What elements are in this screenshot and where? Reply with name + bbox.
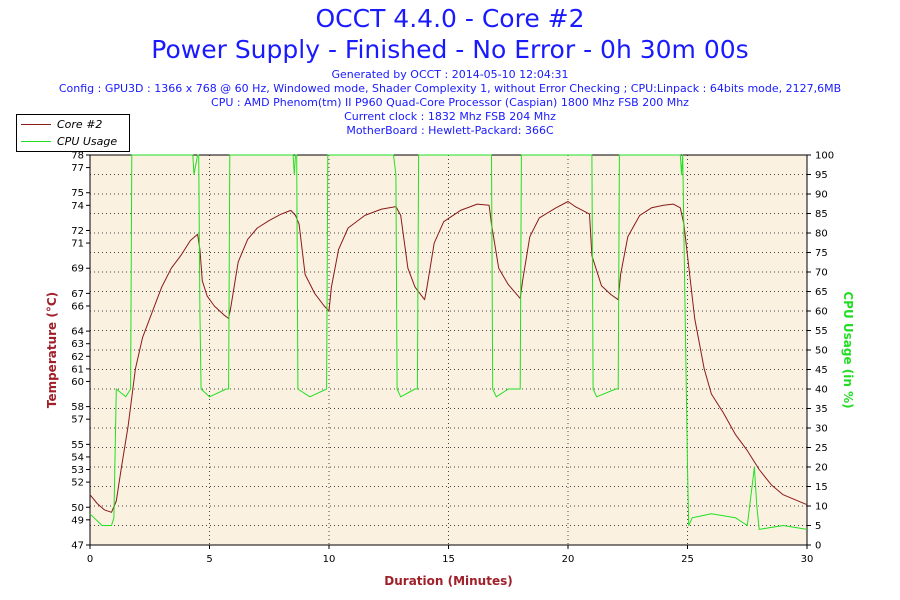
y-left-tick-label: 71: [71, 239, 84, 250]
y-right-tick-label: 35: [815, 404, 828, 415]
y-left-tick-label: 47: [71, 541, 84, 552]
y-right-tick-label: 15: [815, 482, 828, 493]
x-tick-label: 20: [562, 554, 575, 565]
x-tick-label: 25: [681, 554, 694, 565]
y-right-tick-label: 25: [815, 443, 828, 454]
y-right-axis-label: CPU Usage (in %): [841, 291, 855, 408]
y-left-tick-label: 72: [71, 226, 84, 237]
plot-area: [90, 155, 807, 545]
y-left-tick-label: 69: [71, 264, 84, 275]
y-right-tick-label: 90: [815, 190, 828, 201]
y-left-tick-label: 66: [71, 301, 84, 312]
info-generated: Generated by OCCT : 2014-05-10 12:04:31: [331, 68, 569, 81]
legend: Core #2 CPU Usage: [16, 114, 130, 152]
y-right-tick-label: 5: [815, 521, 821, 532]
y-right-tick-label: 85: [815, 209, 828, 220]
y-left-tick-label: 67: [71, 289, 84, 300]
y-left-tick-label: 54: [71, 452, 84, 463]
y-left-tick-label: 63: [71, 339, 84, 350]
y-right-tick-label: 100: [815, 151, 834, 162]
y-right-tick-label: 45: [815, 365, 828, 376]
x-tick-label: 15: [442, 554, 455, 565]
y-right-tick-label: 30: [815, 424, 828, 435]
y-right-tick-label: 75: [815, 248, 828, 259]
legend-label-core: Core #2: [57, 117, 103, 131]
legend-swatch-core: [21, 123, 51, 125]
series-line-core: [89, 201, 808, 513]
y-right-tick-label: 65: [815, 287, 828, 298]
legend-item-cpu: CPU Usage: [17, 133, 117, 149]
y-left-tick-label: 49: [71, 515, 84, 526]
y-right-tick-label: 55: [815, 326, 828, 337]
y-right-tick-label: 95: [815, 170, 828, 181]
y-left-tick-label: 53: [71, 465, 84, 476]
x-tick-label: 0: [87, 554, 93, 565]
x-tick-label: 5: [206, 554, 212, 565]
y-left-axis-label: Temperature (°C): [45, 292, 59, 408]
y-left-tick-label: 64: [71, 327, 84, 338]
info-config: Config : GPU3D : 1366 x 768 @ 60 Hz, Win…: [58, 82, 842, 95]
series-line-cpu-usage: [89, 154, 808, 530]
y-left-tick-label: 60: [71, 377, 84, 388]
y-right-tick-label: 50: [815, 346, 828, 357]
y-left-tick-label: 58: [71, 402, 84, 413]
y-left-tick-label: 75: [71, 188, 84, 199]
y-left-tick-label: 74: [71, 201, 84, 212]
y-left-tick-label: 78: [71, 151, 84, 162]
info-clock: Current clock : 1832 Mhz FSB 204 Mhz: [344, 110, 556, 123]
y-right-tick-label: 0: [815, 541, 821, 552]
y-right-tick-label: 10: [815, 502, 828, 513]
y-left-tick-label: 62: [71, 352, 84, 363]
info-cpu: CPU : AMD Phenom(tm) II P960 Quad-Core P…: [211, 96, 689, 109]
y-left-tick-label: 50: [71, 503, 84, 514]
legend-label-cpu: CPU Usage: [57, 134, 118, 148]
y-right-tick-label: 40: [815, 385, 828, 396]
y-right-tick-label: 20: [815, 463, 828, 474]
y-left-tick-label: 55: [71, 440, 84, 451]
legend-swatch-cpu: [21, 140, 51, 142]
y-left-tick-label: 61: [71, 364, 84, 375]
y-right-tick-label: 80: [815, 229, 828, 240]
chart-title-line1: OCCT 4.4.0 - Core #2: [315, 4, 585, 33]
info-motherboard: MotherBoard : Hewlett-Packard: 366C: [346, 124, 554, 137]
x-axis-label: Duration (Minutes): [384, 574, 512, 588]
x-tick-label: 10: [323, 554, 336, 565]
y-left-tick-label: 52: [71, 478, 84, 489]
y-left-tick-label: 57: [71, 415, 84, 426]
y-right-tick-label: 60: [815, 307, 828, 318]
x-tick-label: 30: [801, 554, 814, 565]
y-left-tick-label: 77: [71, 163, 84, 174]
chart-title-line2: Power Supply - Finished - No Error - 0h …: [151, 35, 749, 64]
y-right-tick-label: 70: [815, 268, 828, 279]
legend-item-core: Core #2: [17, 116, 102, 132]
